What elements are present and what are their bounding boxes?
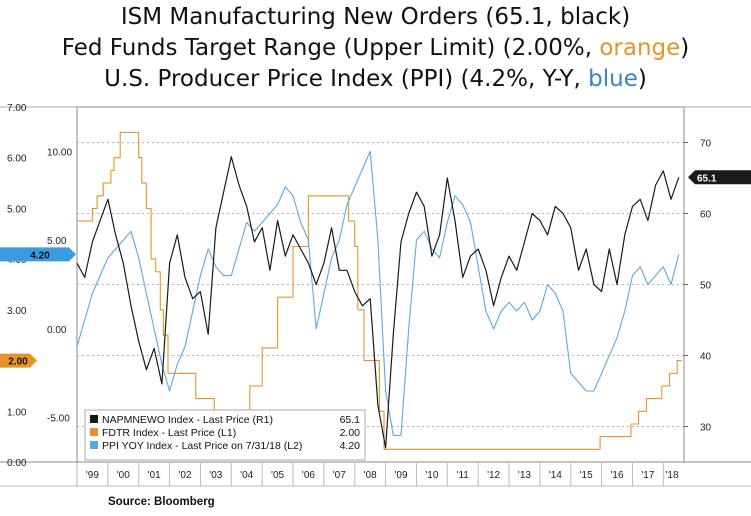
left-inner-tick-label-0.00: 0.00: [47, 325, 67, 336]
right-last-value-tag: [688, 170, 751, 185]
legend-value-blue: 4.20: [340, 440, 361, 452]
title-line-2-text: Fed Funds Target Range (Upper Limit) (2.…: [61, 35, 600, 61]
left-outer-tick-label-0.00: 0.00: [7, 458, 27, 469]
legend-value-orange: 2.00: [340, 427, 361, 439]
title-line-1: ISM Manufacturing New Orders (65.1, blac…: [120, 4, 631, 30]
x-tick-label-'10: '10: [425, 470, 438, 481]
right-last-value-text: 65.1: [697, 173, 717, 184]
left-outer-tick-label-5.00: 5.00: [7, 204, 27, 215]
title-line-2: Fed Funds Target Range (Upper Limit) (2.…: [0, 33, 751, 64]
left-orange-last-value-text: 2.00: [8, 357, 28, 368]
legend-box: [84, 409, 366, 461]
x-tick-label-'03: '03: [209, 470, 222, 481]
legend-entry-orange: FDTR Index - Last Price (L1): [102, 427, 236, 439]
right-tick-label-40: 40: [700, 352, 712, 363]
x-tick-label-'18: '18: [665, 470, 678, 481]
left-inner-tick-label--5.00: -5.00: [47, 414, 70, 425]
left-outer-tick-label-3.00: 3.00: [7, 306, 27, 317]
title-line-3: U.S. Producer Price Index (PPI) (4.2%, Y…: [0, 64, 751, 95]
left-inner-tick-label-10.00: 10.00: [47, 147, 72, 158]
series-line-blue: [76, 150, 680, 436]
left-inner-tick-label-5.00: 5.00: [47, 236, 67, 247]
x-tick-label-'14: '14: [549, 470, 562, 481]
left-outer-tick-label-1.00: 1.00: [7, 407, 27, 418]
x-tick-label-'09: '09: [394, 470, 407, 481]
title-line-2-color-word: orange: [599, 35, 681, 61]
left-outer-tick-label-6.00: 6.00: [7, 154, 27, 165]
x-tick-label-'04: '04: [240, 470, 253, 481]
series-line-orange: [77, 131, 682, 450]
x-tick-label-'00: '00: [117, 470, 130, 481]
x-tick-label-'99: '99: [86, 470, 99, 481]
title-line-3-color-word: blue: [588, 66, 638, 92]
x-tick-label-'11: '11: [457, 470, 470, 481]
left-orange-last-value-tag: [0, 353, 37, 368]
left-blue-last-value-text: 4.20: [30, 250, 50, 261]
x-tick-label-'02: '02: [178, 470, 191, 481]
x-tick-label-'15: '15: [580, 470, 593, 481]
x-tick-label-'08: '08: [364, 470, 377, 481]
right-tick-label-30: 30: [700, 423, 712, 434]
source-label: Source: Bloomberg: [108, 496, 215, 508]
x-tick-label-'07: '07: [333, 470, 346, 481]
x-tick-label-'13: '13: [518, 470, 531, 481]
legend-value-black: 65.1: [340, 414, 361, 426]
legend-swatch-blue: [90, 441, 98, 449]
title-line-3-text: U.S. Producer Price Index (PPI) (4.2%, Y…: [104, 66, 589, 92]
right-tick-label-60: 60: [700, 210, 712, 221]
legend-swatch-black: [90, 415, 98, 423]
left-outer-tick-label-7.00: 7.00: [7, 103, 27, 114]
right-tick-label-50: 50: [700, 281, 712, 292]
right-tick-label-70: 70: [700, 139, 712, 150]
legend-entry-blue: PPI YOY Index - Last Price on 7/31/18 (L…: [102, 440, 302, 452]
x-tick-label-'16: '16: [611, 470, 624, 481]
legend-swatch-orange: [90, 428, 98, 436]
title-line-3-suffix: ): [637, 66, 647, 92]
x-tick-label-'06: '06: [302, 470, 315, 481]
x-tick-label-'17: '17: [641, 470, 654, 481]
series-line-black: [76, 156, 680, 449]
title-line-2-suffix: ): [680, 35, 690, 61]
chart-title: ISM Manufacturing New Orders (65.1, blac…: [0, 2, 751, 95]
left-blue-last-value-tag: [0, 247, 76, 262]
legend-entry-black: NAPMNEWO Index - Last Price (R1): [102, 414, 273, 426]
x-tick-label-'05: '05: [271, 470, 284, 481]
x-tick-label-'01: '01: [148, 470, 161, 481]
x-tick-label-'12: '12: [487, 470, 500, 481]
